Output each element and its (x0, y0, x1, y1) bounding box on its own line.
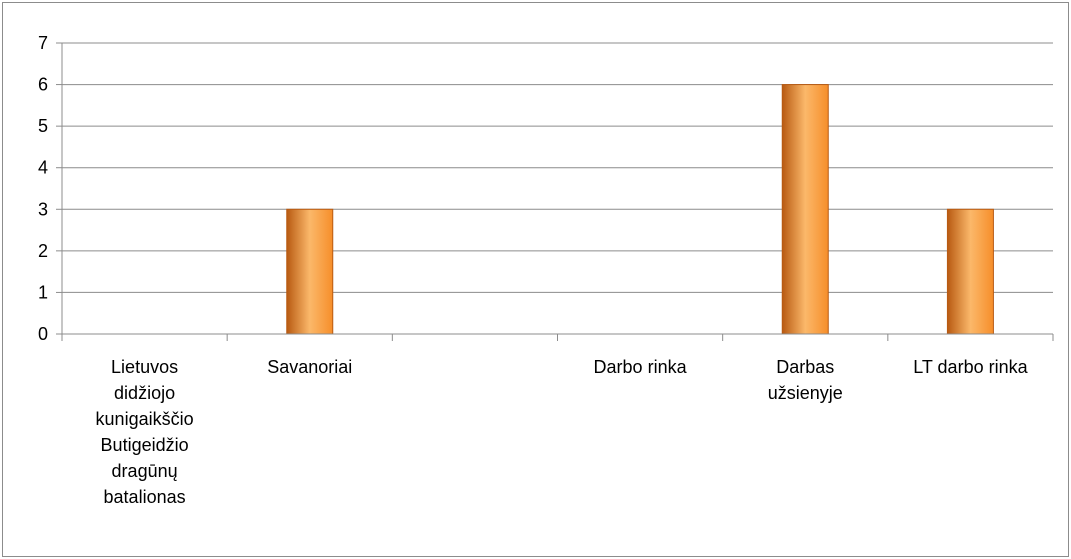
x-category-label: LT darbo rinka (913, 357, 1028, 377)
y-tick-label: 5 (38, 116, 48, 136)
x-category-label: Darbas užsienyje (767, 357, 843, 403)
y-tick-label: 0 (38, 324, 48, 344)
y-tick-label: 6 (38, 75, 48, 95)
x-category-label: Savanoriai (267, 357, 353, 377)
bar (946, 208, 994, 335)
y-tick-label: 4 (38, 158, 48, 178)
y-tick-label: 1 (38, 282, 48, 302)
x-category-label: Lietuvos didžiojo kunigaikščio Butigeidž… (95, 357, 194, 507)
y-tick-label: 2 (38, 241, 48, 261)
x-category-label: Darbo rinka (593, 357, 687, 377)
y-tick-label: 7 (38, 33, 48, 53)
bar (781, 84, 829, 335)
bar (286, 208, 334, 335)
y-tick-label: 3 (38, 199, 48, 219)
